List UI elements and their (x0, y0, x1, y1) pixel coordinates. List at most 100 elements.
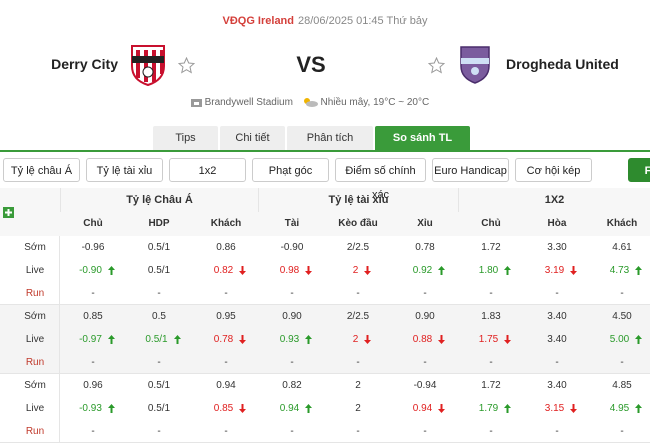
odds-cell: - (590, 282, 650, 305)
odds-cell: 4.73 (594, 259, 650, 282)
odds-value: 5.00 (609, 334, 630, 345)
odds-value: - (620, 288, 624, 299)
filter-button[interactable]: Tỷ lệ tài xỉu (86, 158, 163, 182)
divider (59, 305, 60, 374)
filter-button[interactable]: Phạt góc (252, 158, 329, 182)
odds-cell: 3.40 (525, 328, 589, 351)
filter-button[interactable]: Euro Handicap (432, 158, 509, 182)
filter-button[interactable]: F (628, 158, 650, 182)
match-meta: VĐQG Ireland 28/06/2025 01:45 Thứ bảy (0, 15, 650, 27)
odds-value: - (290, 357, 294, 368)
odds-value: 0.88 (412, 334, 433, 345)
filter-button[interactable]: Điểm số chính xác (335, 158, 426, 201)
odds-cell: - (260, 420, 324, 443)
odds-value: - (224, 288, 228, 299)
odds-value: 0.82 (213, 265, 234, 276)
odds-cell: - (61, 351, 125, 374)
odds-cell: 3.15 (529, 397, 593, 420)
trend-arrow (570, 403, 578, 413)
column-header: Xỉu (417, 218, 433, 229)
away-team[interactable]: Drogheda United (506, 56, 619, 72)
tab[interactable]: So sánh TL (375, 126, 470, 150)
odds-value: 3.30 (547, 242, 567, 253)
odds-value: - (356, 357, 360, 368)
odds-cell: 0.5/1 (131, 328, 195, 351)
odds-value: -0.94 (413, 380, 437, 391)
odds-value: 0.93 (279, 334, 300, 345)
trend-arrow (239, 265, 247, 275)
favorite-star[interactable] (178, 57, 195, 74)
odds-cell: - (194, 351, 258, 374)
odds-value: -0.93 (79, 403, 102, 414)
odds-cell: 0.5/1 (127, 397, 191, 420)
odds-cell: - (393, 420, 457, 443)
odds-value: - (91, 288, 95, 299)
odds-cell: - (590, 351, 650, 374)
odds-value: 0.96 (83, 380, 103, 391)
tab[interactable]: Chi tiết (220, 126, 285, 150)
odds-cell: - (326, 282, 390, 305)
group-header: Tỷ lệ tài xỉu (258, 188, 458, 212)
row-label: Sớm (24, 380, 46, 391)
odds-cell: - (194, 420, 258, 443)
datetime: 28/06/2025 01:45 Thứ bảy (298, 15, 428, 27)
odds-cell: 0.98 (264, 259, 328, 282)
home-team[interactable]: Derry City (51, 56, 118, 72)
odds-value: 0.5/1 (147, 242, 171, 253)
odds-cell: 1.75 (463, 328, 527, 351)
trend-arrow (364, 334, 372, 344)
tab[interactable]: Tips (153, 126, 218, 150)
odds-cell: 0.96 (61, 374, 125, 397)
filter-button[interactable]: Tỷ lệ châu Á (3, 158, 80, 182)
odds-cell: -0.93 (65, 397, 129, 420)
odds-value: 3.15 (544, 403, 565, 414)
trend-arrow (107, 334, 115, 344)
odds-value: 1.83 (481, 311, 501, 322)
odds-value: 0.5/1 (145, 334, 168, 345)
odds-cell: - (260, 351, 324, 374)
odds-value: - (224, 357, 228, 368)
page: VĐQG Ireland 28/06/2025 01:45 Thứ bảy Der… (0, 15, 650, 443)
weather: Nhiều mây, 19°C ~ 20°C (320, 97, 430, 108)
odds-cell: 4.50 (590, 305, 650, 328)
odds-cell: -0.97 (65, 328, 129, 351)
odds-value: 2 (355, 380, 361, 391)
odds-value: 0.85 (83, 311, 103, 322)
row-label: Live (25, 334, 45, 345)
filter-button[interactable]: Cơ hội kép (515, 158, 592, 182)
odds-value: - (423, 288, 427, 299)
expand-button[interactable] (3, 207, 14, 218)
odds-value: -0.97 (79, 334, 102, 345)
trend-arrow (504, 334, 512, 344)
odds-value: 0.5/1 (147, 265, 171, 276)
odds-value: - (489, 357, 493, 368)
odds-value: - (555, 288, 559, 299)
odds-cell: - (127, 420, 191, 443)
tab[interactable]: Phân tích (287, 126, 373, 150)
trend-arrow (635, 265, 643, 275)
odds-cell: -0.90 (65, 259, 129, 282)
row-label: Live (25, 403, 45, 414)
column-header: Chủ (83, 218, 103, 229)
odds-value: - (555, 357, 559, 368)
divider (59, 374, 60, 443)
odds-cell: 2 (330, 259, 394, 282)
odds-cell: - (194, 282, 258, 305)
filter-button[interactable]: 1x2 (169, 158, 246, 182)
league[interactable]: VĐQG Ireland (222, 15, 295, 27)
trend-arrow (438, 334, 446, 344)
favorite-star[interactable] (428, 57, 445, 74)
odds-cell: 0.5/1 (127, 259, 191, 282)
odds-value: 1.75 (478, 334, 499, 345)
odds-value: - (157, 357, 161, 368)
odds-cell: 0.93 (264, 328, 328, 351)
odds-value: - (157, 288, 161, 299)
trend-arrow (239, 403, 247, 413)
odds-value: 0.78 (415, 242, 435, 253)
odds-value: 0.95 (216, 311, 236, 322)
odds-cell: 3.40 (525, 374, 589, 397)
odds-cell: 0.85 (61, 305, 125, 328)
odds-cell: 4.61 (590, 236, 650, 259)
odds-value: -0.90 (79, 265, 102, 276)
odds-cell: -0.90 (260, 236, 324, 259)
